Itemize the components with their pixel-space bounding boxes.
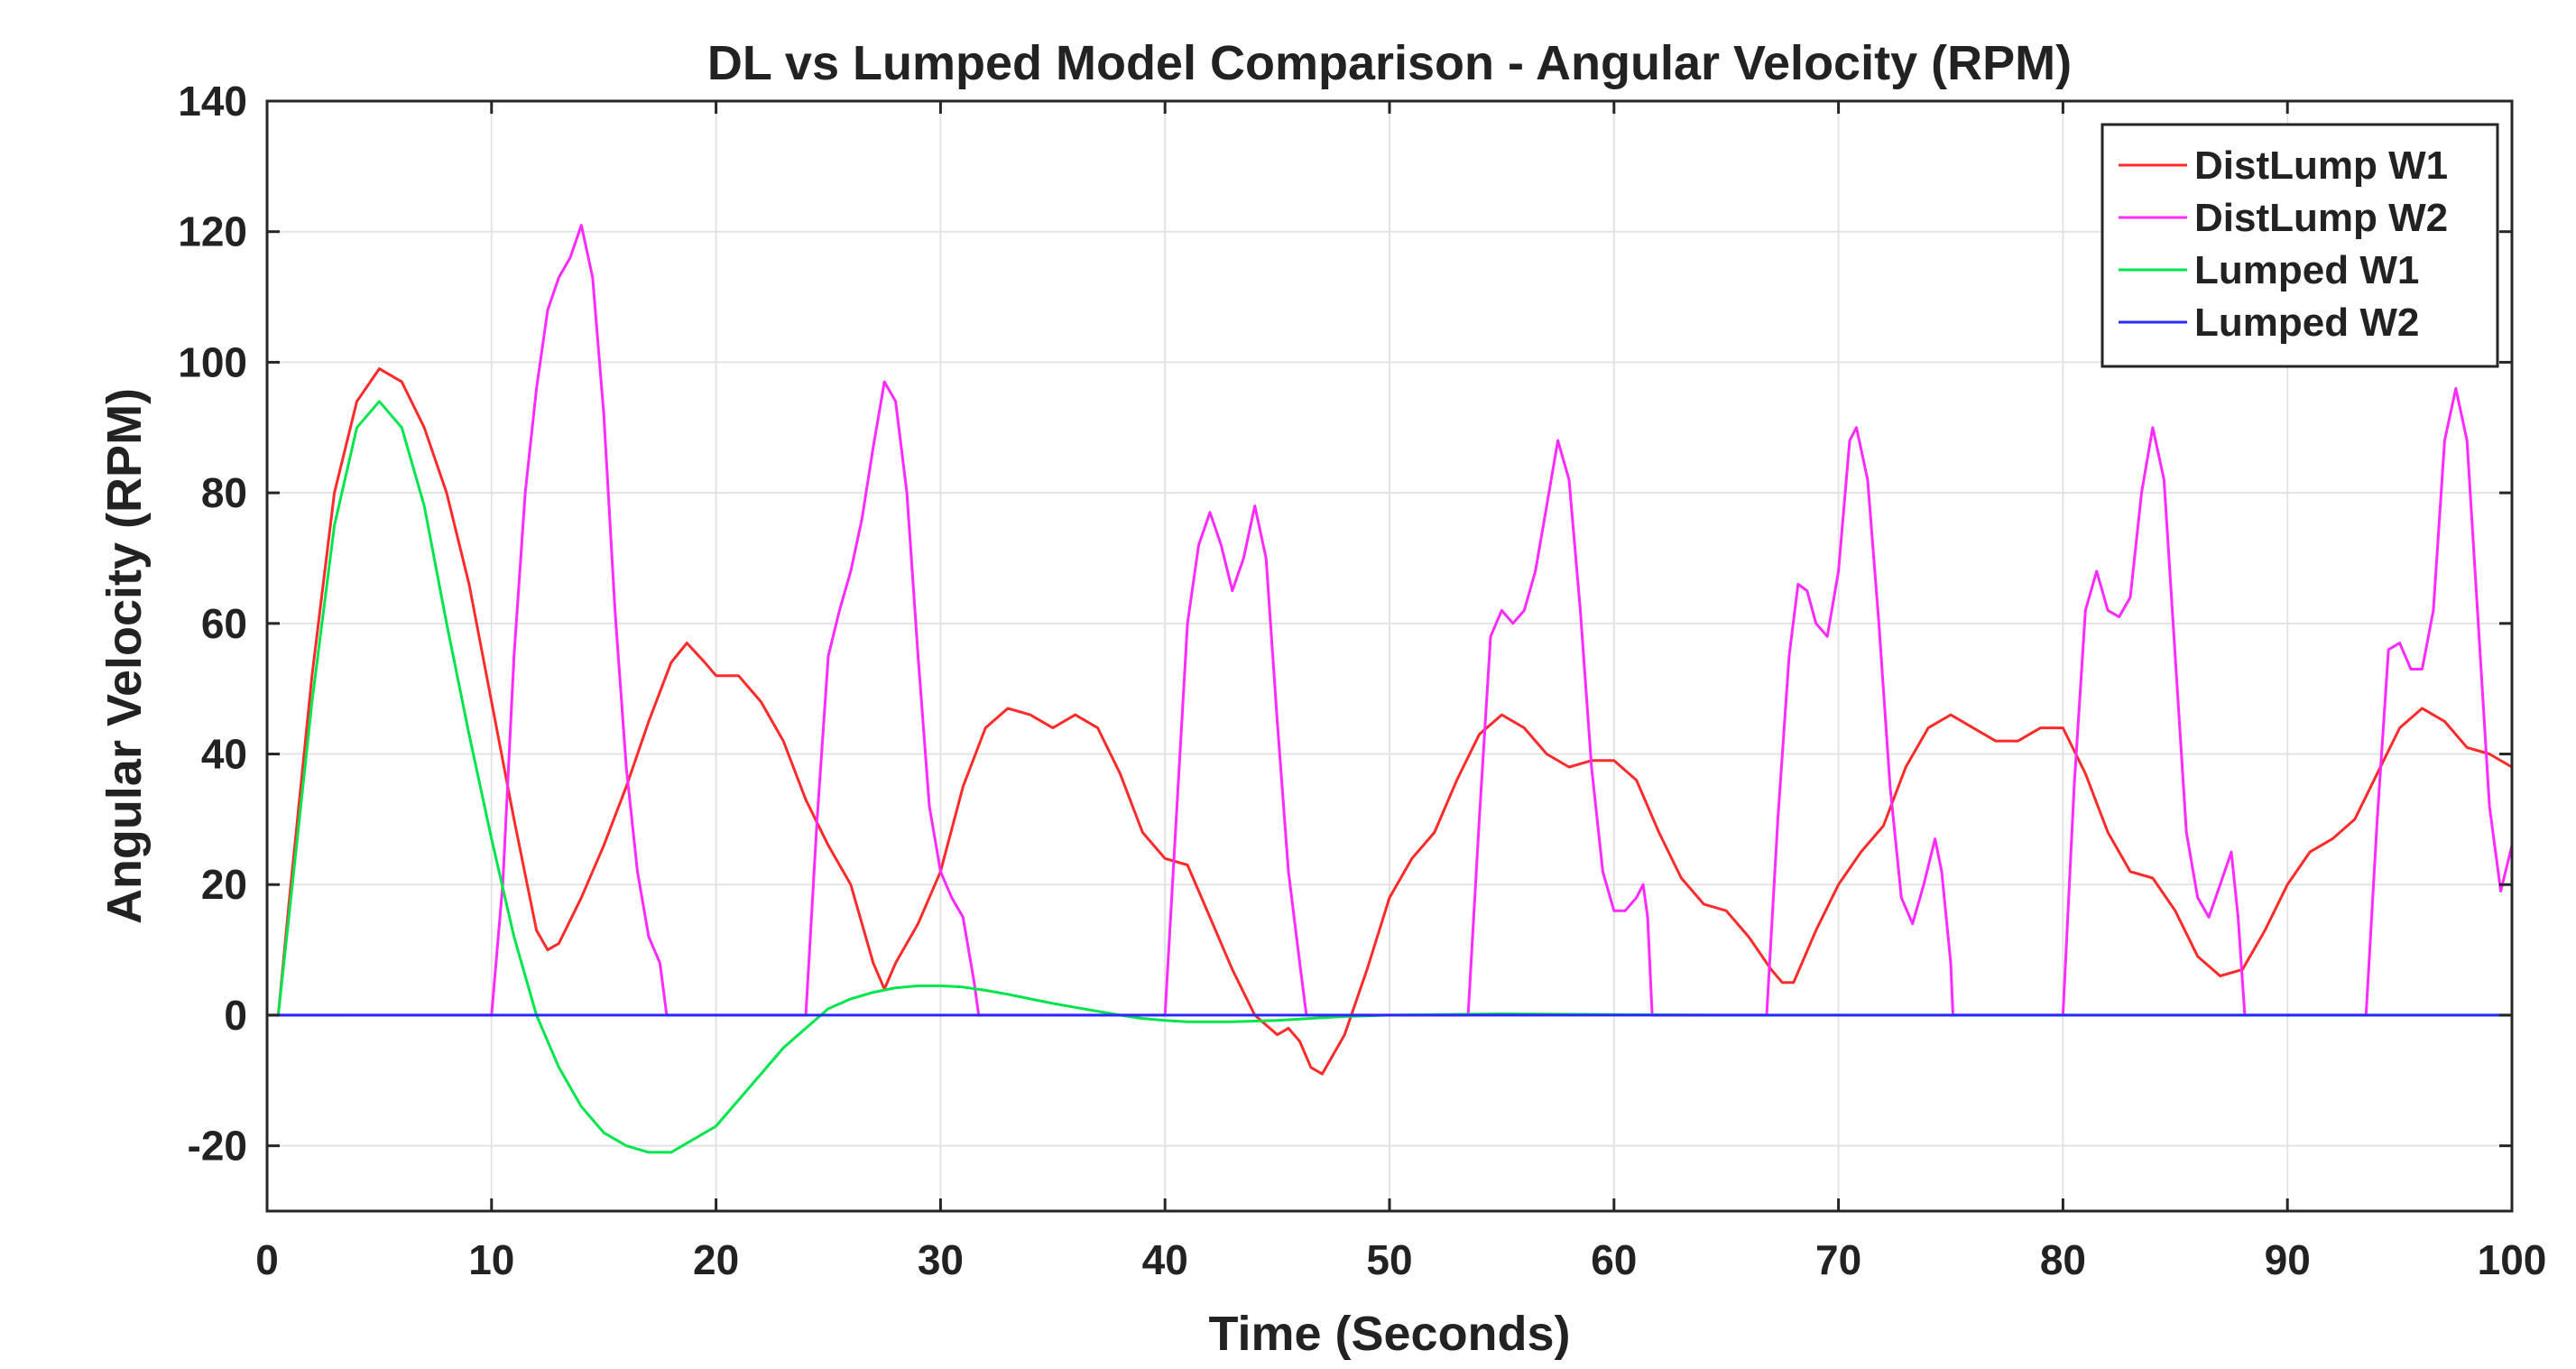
x-tick-label: 100 [2478, 1236, 2547, 1283]
tick-labels: 0 10 20 30 40 50 60 70 80 90 100 -20 0 20 40 60 80 100 120… [178, 78, 2546, 1283]
y-axis-title: Angular Velocity (RPM) [97, 388, 152, 924]
x-tick-label: 40 [1142, 1236, 1188, 1283]
y-tick-label: 0 [224, 992, 247, 1039]
x-tick-label: 70 [1815, 1236, 1861, 1283]
series-line-distlump-w1 [276, 367, 2514, 1076]
y-tick-label: 20 [201, 861, 247, 908]
x-tick-label: 50 [1366, 1236, 1412, 1283]
x-tick-label: 20 [693, 1236, 739, 1283]
x-tick-label: 30 [918, 1236, 964, 1283]
legend: DistLump W1 DistLump W2 Lumped W1 Lumped… [2101, 123, 2499, 368]
legend-label-lumped-w1: Lumped W1 [2194, 248, 2419, 292]
series-line-lumped-w1 [276, 400, 2514, 1154]
y-tick-label: 40 [201, 731, 247, 778]
x-tick-label: 60 [1591, 1236, 1637, 1283]
y-tick-label: 140 [178, 78, 247, 125]
x-tick-label: 80 [2040, 1236, 2086, 1283]
y-tick-label: -20 [188, 1123, 247, 1170]
ticks [265, 99, 2514, 1211]
y-tick-label: 100 [178, 338, 247, 385]
x-axis-title: Time (Seconds) [1208, 1307, 1570, 1361]
x-tick-label: 90 [2265, 1236, 2311, 1283]
legend-label-distlump-w1: DistLump W1 [2194, 143, 2448, 188]
x-tick-label: 0 [255, 1236, 279, 1283]
x-tick-label: 10 [468, 1236, 514, 1283]
chart-title: DL vs Lumped Model Comparison - Angular … [707, 36, 2072, 90]
legend-label-distlump-w2: DistLump W2 [2194, 196, 2448, 240]
y-tick-label: 120 [178, 208, 247, 255]
y-tick-label: 60 [201, 600, 247, 647]
y-tick-label: 80 [201, 469, 247, 516]
legend-label-lumped-w2: Lumped W2 [2194, 301, 2419, 345]
series-line-distlump-w2 [265, 224, 2514, 1017]
series-layer [265, 224, 2514, 1154]
